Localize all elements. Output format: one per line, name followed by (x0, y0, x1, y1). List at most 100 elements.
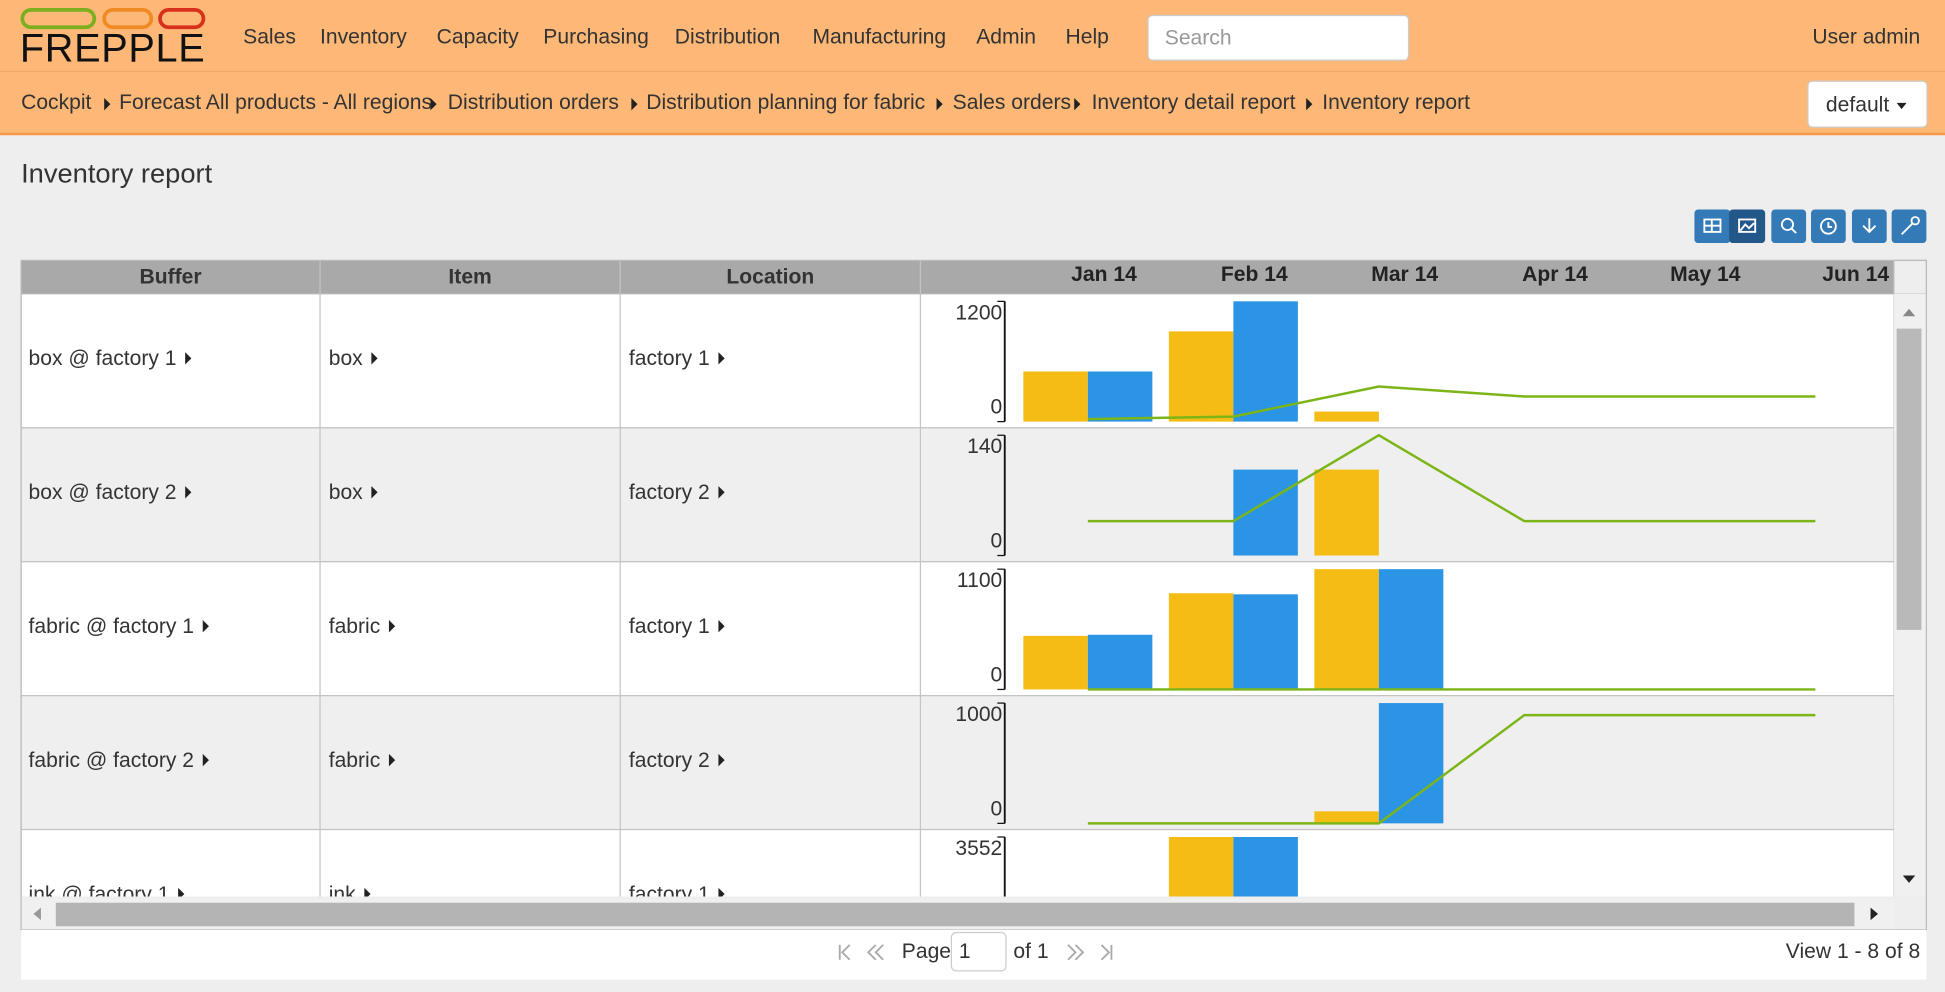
row: box @ factory 2 box factory 2 0 140 (21, 427, 1895, 563)
cell-location[interactable]: factory 2 (629, 749, 710, 772)
breadcrumbs: Cockpit Forecast All products - All regi… (0, 70, 1945, 136)
breadcrumb[interactable]: Forecast All products - All regions (119, 90, 433, 115)
cell-location[interactable]: factory 2 (629, 481, 710, 504)
bar (1314, 811, 1379, 824)
scroll-up[interactable] (1902, 308, 1916, 317)
navbar: FREPPLE Sales Inventory Capacity Purchas… (0, 0, 1945, 71)
pager-label: Page (902, 940, 951, 963)
breadcrumb[interactable]: Inventory report (1322, 90, 1470, 115)
logo-text: FREPPLE (20, 26, 206, 69)
row-bg (21, 427, 1895, 563)
column-header[interactable]: Location (726, 265, 814, 288)
column-header[interactable]: Buffer (140, 265, 202, 288)
drilldown-arrow[interactable] (202, 753, 209, 767)
scroll-right[interactable] (1870, 907, 1879, 921)
cell-item[interactable]: fabric (329, 749, 381, 772)
drilldown-arrow[interactable] (371, 352, 378, 365)
breadcrumb[interactable]: Distribution planning for fabric (646, 90, 926, 115)
search-box[interactable]: Search (1147, 14, 1410, 61)
drilldown-arrow[interactable] (364, 887, 371, 900)
y-tick-label: 0 (991, 663, 1003, 686)
user-menu[interactable]: User admin (1812, 24, 1921, 49)
drilldown-arrow[interactable] (371, 486, 378, 499)
cell-item[interactable]: box (329, 347, 363, 370)
menu-item[interactable]: Sales (243, 24, 296, 49)
next-page[interactable] (1067, 944, 1085, 961)
page-title: Inventory report (21, 157, 213, 189)
cell-location[interactable]: factory 1 (629, 615, 710, 638)
scroll-down[interactable] (1902, 875, 1916, 883)
drilldown-arrow[interactable] (718, 887, 725, 900)
cell-buffer[interactable]: box @ factory 2 (29, 481, 177, 504)
bar (1087, 371, 1153, 422)
breadcrumb[interactable]: Sales orders (952, 90, 1072, 115)
month-header: May 14 (1670, 263, 1741, 286)
cell-buffer[interactable]: fabric @ factory 1 (29, 615, 195, 638)
scroll-left[interactable] (33, 907, 41, 921)
prev-page[interactable] (866, 944, 884, 961)
cell-item[interactable]: box (329, 481, 363, 504)
y-tick-label: 1000 (955, 703, 1002, 726)
drilldown-arrow[interactable] (178, 887, 185, 900)
row: fabric @ factory 1 fabric factory 1 0 1100 (21, 561, 1895, 697)
y-tick-label: 0 (991, 797, 1003, 820)
month-header: Jan 14 (1071, 263, 1137, 286)
search-placeholder: Search (1164, 26, 1232, 50)
month-header: Jun 14 (1822, 263, 1889, 286)
v-scroll-thumb[interactable] (1896, 328, 1922, 630)
bar (1233, 594, 1298, 690)
cell-buffer[interactable]: ink @ factory 1 (29, 883, 170, 906)
menu-item[interactable]: Capacity (436, 24, 519, 49)
menu-item[interactable]: Help (1065, 24, 1109, 49)
cell-item[interactable]: fabric (329, 615, 381, 638)
page-input[interactable] (950, 931, 1007, 972)
menu-item[interactable]: Distribution (674, 24, 781, 49)
column-header[interactable]: Item (448, 265, 491, 288)
scenario-label: default (1825, 93, 1890, 117)
breadcrumb[interactable]: Inventory detail report (1091, 90, 1296, 115)
logo[interactable]: FREPPLE (0, 0, 211, 69)
bar (1168, 593, 1234, 690)
first-page[interactable] (838, 944, 851, 961)
drilldown-arrow[interactable] (718, 620, 725, 633)
cell-buffer[interactable]: box @ factory 1 (29, 347, 177, 370)
scenario-button[interactable]: default (1807, 80, 1928, 128)
cell-location[interactable]: factory 1 (629, 883, 710, 906)
bar (1378, 703, 1444, 824)
menu-item[interactable]: Admin (976, 24, 1036, 49)
bar (1168, 837, 1234, 897)
drilldown-arrow[interactable] (388, 753, 396, 767)
page-number: 1 (959, 940, 971, 963)
drilldown-arrow[interactable] (185, 486, 192, 499)
bar (1168, 331, 1234, 422)
cell-buffer[interactable]: fabric @ factory 2 (29, 749, 195, 772)
y-tick-label: 3552 (955, 837, 1002, 860)
drilldown-arrow[interactable] (202, 620, 209, 633)
inventory-line (1087, 713, 1816, 825)
cell-item[interactable]: ink (329, 883, 356, 906)
filter-button[interactable] (1771, 209, 1807, 244)
month-header: Mar 14 (1371, 263, 1438, 286)
inventory-line (1087, 385, 1816, 421)
drilldown-arrow[interactable] (718, 753, 725, 767)
drilldown-arrow[interactable] (718, 352, 725, 365)
h-scroll-thumb[interactable] (55, 902, 1855, 927)
bar (1314, 569, 1379, 690)
breadcrumb[interactable]: Cockpit (21, 90, 92, 115)
menu-item[interactable]: Manufacturing (812, 24, 947, 49)
cell-location[interactable]: factory 1 (629, 347, 710, 370)
menu-item[interactable]: Purchasing (543, 24, 649, 49)
separator (1306, 97, 1313, 111)
header-right (1893, 259, 1928, 295)
drilldown-arrow[interactable] (718, 486, 725, 499)
menu-item[interactable]: Inventory (320, 24, 407, 49)
drilldown-arrow[interactable] (388, 620, 396, 633)
breadcrumb[interactable]: Distribution orders (447, 90, 619, 115)
y-tick-label: 1100 (957, 569, 1002, 592)
drilldown-arrow[interactable] (185, 352, 192, 365)
bar (1314, 411, 1379, 422)
last-page[interactable] (1100, 944, 1113, 961)
